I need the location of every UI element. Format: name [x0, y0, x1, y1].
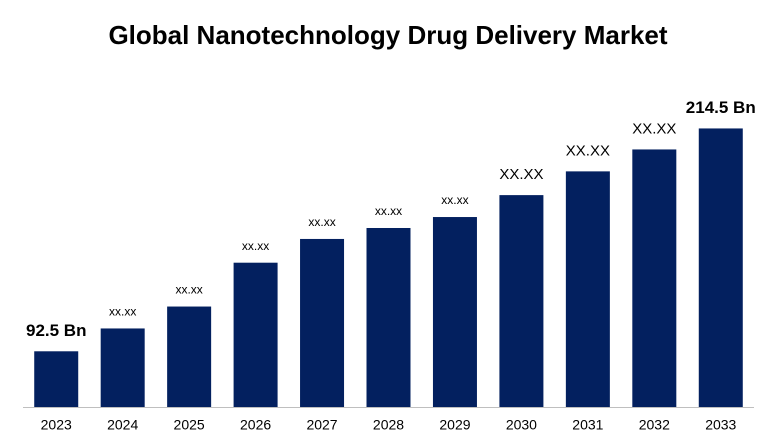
x-tick-label: 2032 — [639, 417, 670, 433]
x-tick-label: 2031 — [572, 417, 603, 433]
data-label: XX.XX — [566, 142, 610, 159]
data-label: xx.xx — [308, 215, 335, 229]
data-label: xx.xx — [375, 204, 402, 218]
x-tick-label: 2028 — [373, 417, 404, 433]
bar — [366, 227, 411, 407]
bar — [300, 238, 345, 407]
x-tick-label: 2023 — [41, 417, 72, 433]
x-tick-label: 2033 — [705, 417, 736, 433]
data-label: 92.5 Bn — [26, 321, 86, 340]
bar — [565, 171, 610, 407]
data-label: 214.5 Bn — [686, 98, 756, 117]
data-label: xx.xx — [109, 305, 136, 319]
bar — [34, 351, 79, 407]
x-tick-label: 2024 — [107, 417, 138, 433]
bar — [698, 128, 743, 408]
data-label: xx.xx — [175, 283, 202, 297]
data-label: XX.XX — [499, 166, 543, 183]
bar — [167, 306, 212, 407]
chart-title: Global Nanotechnology Drug Delivery Mark… — [108, 20, 667, 50]
x-tick-label: 2030 — [506, 417, 537, 433]
data-label: xx.xx — [441, 193, 468, 207]
x-tick-label: 2027 — [306, 417, 337, 433]
x-tick-label: 2025 — [174, 417, 205, 433]
data-label: xx.xx — [242, 239, 269, 253]
data-label: XX.XX — [632, 120, 676, 137]
x-tick-label: 2029 — [439, 417, 470, 433]
bar — [432, 217, 477, 407]
bar — [499, 195, 544, 407]
bar — [233, 262, 278, 407]
bar — [100, 328, 145, 407]
x-tick-label: 2026 — [240, 417, 271, 433]
bar — [632, 149, 677, 407]
